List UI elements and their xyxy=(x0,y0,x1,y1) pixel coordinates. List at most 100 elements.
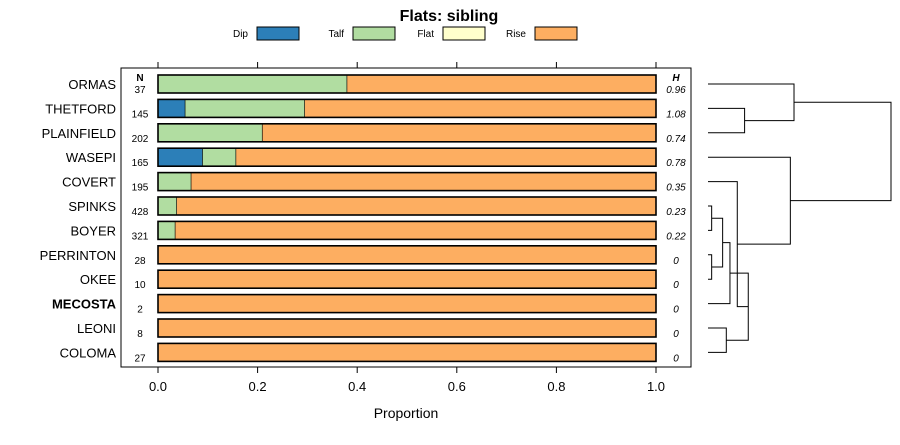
chart-title: Flats: sibling xyxy=(400,8,499,25)
n-value: 37 xyxy=(134,85,146,96)
x-tick-label: 1.0 xyxy=(647,379,665,394)
h-value: 0 xyxy=(673,329,679,340)
bar-outline xyxy=(157,123,657,143)
bar-segment-talf xyxy=(202,148,237,167)
bar-outline xyxy=(157,245,657,265)
bar-outline xyxy=(157,171,657,192)
h-value: 0 xyxy=(673,256,679,267)
row-thetford: THETFORD 145 1.08 xyxy=(45,98,686,120)
bar-segment-rise xyxy=(236,148,656,167)
row-leoni: LEONI 8 0 xyxy=(77,318,679,340)
row-label: PLAINFIELD xyxy=(42,126,116,141)
row-perrinton: PERRINTON 28 0 xyxy=(40,245,679,267)
row-label: WASEPI xyxy=(66,150,116,165)
legend-swatch-rise xyxy=(534,26,578,41)
x-tick-label: 0.6 xyxy=(448,379,466,394)
h-value: 0 xyxy=(673,353,679,364)
row-label: SPINKS xyxy=(68,199,116,214)
dendrogram-branch xyxy=(708,107,746,134)
n-value: 27 xyxy=(134,353,146,364)
dendrogram-branch xyxy=(790,101,892,202)
bar-outline xyxy=(157,269,657,290)
row-label: BOYER xyxy=(70,223,116,238)
bar-segment-rise xyxy=(158,294,656,313)
bar-outline xyxy=(157,147,657,167)
row-label: OKEE xyxy=(80,272,116,287)
n-value: 10 xyxy=(134,280,146,291)
row-label: MECOSTA xyxy=(52,297,117,312)
legend-swatch-talf xyxy=(352,26,396,41)
bar-outline xyxy=(157,342,657,363)
row-label: ORMAS xyxy=(68,77,116,92)
bar-segment-rise xyxy=(176,197,656,215)
row-spinks: SPINKS 428 0.23 xyxy=(68,196,686,218)
bar-segment-talf xyxy=(158,75,348,93)
n-value: 202 xyxy=(132,134,149,145)
bar-outline xyxy=(157,293,657,314)
bar-segment-talf xyxy=(158,123,263,142)
x-tick-label: 0.8 xyxy=(547,379,565,394)
row-ormas: ORMAS 37 0.96 xyxy=(68,74,686,96)
h-value: 0.78 xyxy=(666,158,686,169)
bar-segment-talf xyxy=(158,197,177,215)
bar-segment-dip xyxy=(158,148,203,167)
bar-segment-talf xyxy=(158,221,176,240)
bar-segment-rise xyxy=(158,319,656,337)
n-value: 28 xyxy=(134,256,146,267)
dendrogram-branch xyxy=(708,254,713,280)
n-value: 321 xyxy=(132,231,149,242)
legend-swatch-flat xyxy=(442,26,486,41)
row-label: COVERT xyxy=(62,175,116,190)
n-value: 8 xyxy=(137,329,143,340)
row-okee: OKEE 10 0 xyxy=(80,269,679,291)
x-axis-label: Proportion xyxy=(374,405,439,421)
row-plainfield: PLAINFIELD 202 0.74 xyxy=(42,123,686,145)
bar-segment-talf xyxy=(158,172,192,191)
x-tick-label: 0.2 xyxy=(249,379,267,394)
bar-segment-rise xyxy=(191,172,656,191)
h-value: 0.74 xyxy=(666,134,686,145)
legend: Dip Talf Flat Rise xyxy=(233,26,578,41)
n-value: 428 xyxy=(132,207,149,218)
n-value: 2 xyxy=(137,305,143,316)
row-boyer: BOYER 321 0.22 xyxy=(70,220,686,242)
h-value: 1.08 xyxy=(666,109,686,120)
row-covert: COVERT 195 0.35 xyxy=(62,171,686,194)
row-label: THETFORD xyxy=(45,101,116,116)
n-value: 145 xyxy=(132,109,149,120)
bar-outline xyxy=(157,196,657,216)
legend-label-flat: Flat xyxy=(417,29,434,40)
bar-segment-rise xyxy=(158,270,656,289)
dendrogram-branch xyxy=(708,205,713,231)
bar-segment-rise xyxy=(175,221,656,240)
dendrogram xyxy=(708,83,892,353)
x-axis: 0.0 0.2 0.4 0.6 0.8 1.0 xyxy=(149,62,665,394)
bar-segment-rise xyxy=(347,75,656,93)
bar-outline xyxy=(157,318,657,338)
dendrogram-branch xyxy=(708,156,791,245)
n-column-header: N xyxy=(136,73,143,84)
plot-frame xyxy=(120,67,692,368)
legend-label-talf: Talf xyxy=(328,29,344,40)
row-label: LEONI xyxy=(77,321,116,336)
n-value: 195 xyxy=(132,183,149,194)
bar-outline xyxy=(157,74,657,94)
legend-swatch-dip xyxy=(256,26,300,41)
bar-segment-rise xyxy=(304,99,656,118)
row-label: PERRINTON xyxy=(40,248,116,263)
legend-label-dip: Dip xyxy=(233,29,248,40)
bar-outline xyxy=(157,98,657,119)
h-value: 0.35 xyxy=(666,183,686,194)
n-value: 165 xyxy=(132,158,149,169)
dendrogram-branch xyxy=(708,327,727,353)
bar-segment-talf xyxy=(185,99,305,118)
dendrogram-branch xyxy=(711,217,724,268)
bar-segment-rise xyxy=(158,343,656,362)
x-tick-label: 0.4 xyxy=(348,379,366,394)
row-label: COLOMA xyxy=(60,345,117,360)
x-tick-label: 0.0 xyxy=(149,379,167,394)
row-wasepi: WASEPI 165 0.78 xyxy=(66,147,686,169)
